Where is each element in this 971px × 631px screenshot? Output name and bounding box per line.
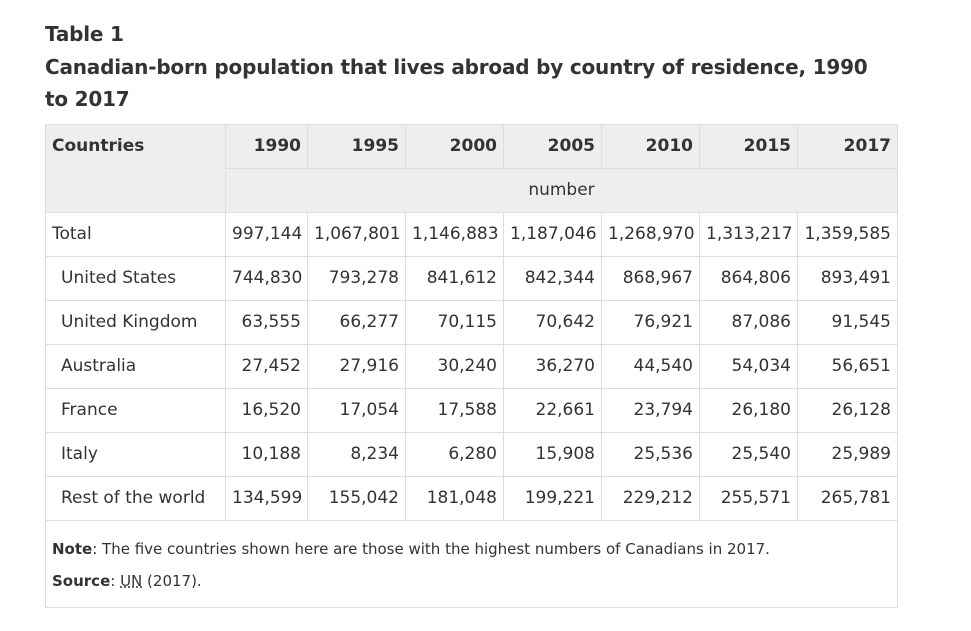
row-label: Italy — [45, 431, 226, 477]
table-cell: 265,781 — [797, 475, 898, 521]
table-cell: 26,180 — [699, 387, 798, 433]
table-cell: 66,277 — [307, 299, 406, 345]
table-header: Countries 1990 1995 2000 2005 2010 2015 … — [45, 123, 898, 213]
header-row-unit: number — [46, 167, 898, 213]
table-cell: 1,187,046 — [503, 211, 602, 257]
table-cell: 6,280 — [405, 431, 504, 477]
table-cell: 155,042 — [307, 475, 406, 521]
header-year-1990: 1990 — [225, 123, 308, 169]
source-separator: : — [110, 571, 121, 590]
table-cell: 868,967 — [601, 255, 700, 301]
table-title: Canadian-born population that lives abro… — [45, 54, 868, 112]
table-cell: 744,830 — [225, 255, 308, 301]
table-cell: 17,054 — [307, 387, 406, 433]
table-cell: 997,144 — [225, 211, 308, 257]
table-cell: 864,806 — [699, 255, 798, 301]
table-cell: 91,545 — [797, 299, 898, 345]
footer-row: Note: The five countries shown here are … — [45, 519, 898, 608]
header-year-2017: 2017 — [797, 123, 898, 169]
table-cell: 1,067,801 — [307, 211, 406, 257]
source-abbreviation[interactable]: UN — [120, 571, 143, 590]
table-cell: 30,240 — [405, 343, 504, 389]
source-year: (2017). — [142, 571, 202, 590]
table-cell: 27,916 — [307, 343, 406, 389]
header-countries: Countries — [45, 123, 226, 213]
table-cell: 793,278 — [307, 255, 406, 301]
table-cell: 1,268,970 — [601, 211, 700, 257]
footer-cell: Note: The five countries shown here are … — [45, 519, 898, 608]
header-year-2005: 2005 — [503, 123, 602, 169]
table-caption: Table 1 Canadian-born population that li… — [45, 18, 897, 116]
table-footer: Note: The five countries shown here are … — [45, 519, 898, 608]
table-source: Source: UN (2017). — [52, 565, 891, 597]
table-row-france: France 16,520 17,054 17,588 22,661 23,79… — [45, 387, 898, 433]
table-cell: 229,212 — [601, 475, 700, 521]
table-cell: 26,128 — [797, 387, 898, 433]
source-label: Source — [52, 571, 111, 590]
table-cell: 893,491 — [797, 255, 898, 301]
table-cell: 63,555 — [225, 299, 308, 345]
table-cell: 87,086 — [699, 299, 798, 345]
table-cell: 8,234 — [307, 431, 406, 477]
row-label: France — [45, 387, 226, 433]
table-cell: 25,536 — [601, 431, 700, 477]
table-note: Note: The five countries shown here are … — [52, 533, 891, 565]
table-row-italy: Italy 10,188 8,234 6,280 15,908 25,536 2… — [45, 431, 898, 477]
table-cell: 44,540 — [601, 343, 700, 389]
table-cell: 70,642 — [503, 299, 602, 345]
table-cell: 17,588 — [405, 387, 504, 433]
table-row-total: Total 997,144 1,067,801 1,146,883 1,187,… — [45, 211, 898, 257]
note-label: Note — [52, 539, 93, 558]
note-text: : The five countries shown here are thos… — [92, 539, 770, 558]
header-year-2010: 2010 — [601, 123, 700, 169]
header-unit: number — [225, 167, 898, 213]
table-cell: 76,921 — [601, 299, 700, 345]
table-cell: 25,989 — [797, 431, 898, 477]
table-cell: 841,612 — [405, 255, 504, 301]
table-cell: 842,344 — [503, 255, 602, 301]
table-cell: 10,188 — [225, 431, 308, 477]
table-row-rest-of-world: Rest of the world 134,599 155,042 181,04… — [45, 475, 898, 521]
table-cell: 56,651 — [797, 343, 898, 389]
data-table: Countries 1990 1995 2000 2005 2010 2015 … — [45, 123, 898, 608]
table-cell: 1,359,585 — [797, 211, 898, 257]
header-year-1995: 1995 — [307, 123, 406, 169]
row-label: Australia — [45, 343, 226, 389]
row-label: United States — [45, 255, 226, 301]
table-cell: 25,540 — [699, 431, 798, 477]
row-label: Total — [45, 211, 226, 257]
table-body: Total 997,144 1,067,801 1,146,883 1,187,… — [45, 211, 898, 521]
table-row-united-kingdom: United Kingdom 63,555 66,277 70,115 70,6… — [45, 299, 898, 345]
table-cell: 134,599 — [225, 475, 308, 521]
table-cell: 16,520 — [225, 387, 308, 433]
table-cell: 181,048 — [405, 475, 504, 521]
row-label: Rest of the world — [45, 475, 226, 521]
table-cell: 1,146,883 — [405, 211, 504, 257]
table-cell: 1,313,217 — [699, 211, 798, 257]
table-cell: 199,221 — [503, 475, 602, 521]
table-row-united-states: United States 744,830 793,278 841,612 84… — [45, 255, 898, 301]
table-cell: 36,270 — [503, 343, 602, 389]
table-cell: 15,908 — [503, 431, 602, 477]
table-cell: 70,115 — [405, 299, 504, 345]
header-year-2000: 2000 — [405, 123, 504, 169]
header-year-2015: 2015 — [699, 123, 798, 169]
table-cell: 255,571 — [699, 475, 798, 521]
row-label: United Kingdom — [45, 299, 226, 345]
header-row-years: Countries 1990 1995 2000 2005 2010 2015 … — [45, 123, 898, 213]
table-cell: 54,034 — [699, 343, 798, 389]
table-number: Table 1 — [45, 22, 124, 46]
table-cell: 23,794 — [601, 387, 700, 433]
table-row-australia: Australia 27,452 27,916 30,240 36,270 44… — [45, 343, 898, 389]
table-cell: 27,452 — [225, 343, 308, 389]
table-container: Table 1 Canadian-born population that li… — [45, 18, 898, 608]
table-cell: 22,661 — [503, 387, 602, 433]
